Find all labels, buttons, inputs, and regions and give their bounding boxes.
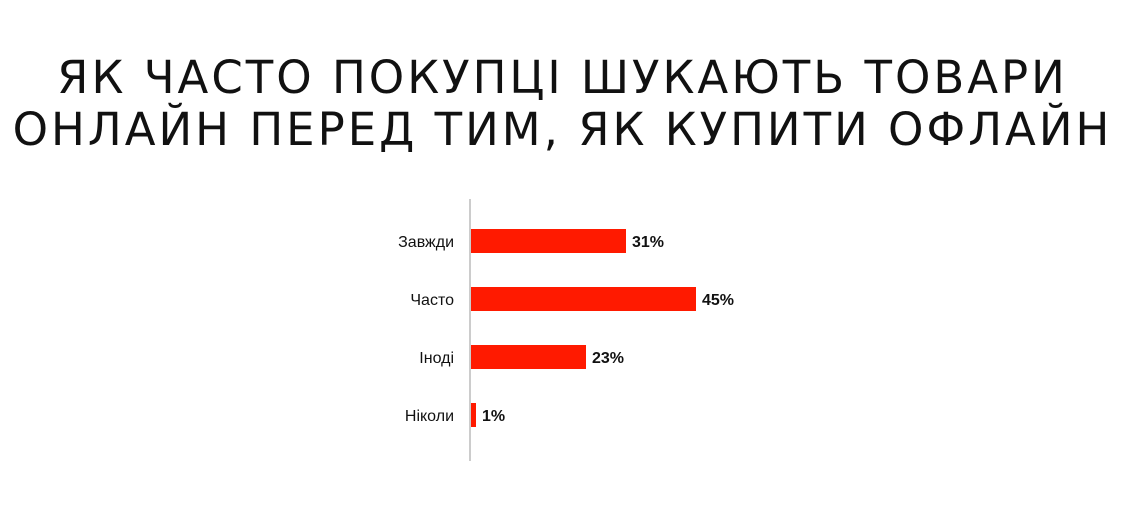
chart-title-line-1: ЯК ЧАСТО ПОКУПЦІ ШУКАЮТЬ ТОВАРИ: [57, 51, 1068, 104]
value-label: 1%: [482, 408, 505, 425]
bar-row: Ніколи 1%: [405, 403, 505, 427]
category-label: Завжди: [398, 234, 454, 251]
bar: [471, 229, 626, 253]
category-label: Іноді: [419, 350, 454, 367]
value-label: 31%: [632, 234, 664, 251]
category-label: Часто: [410, 292, 454, 309]
bar: [471, 403, 476, 427]
bar: [471, 345, 586, 369]
value-label: 23%: [592, 350, 624, 367]
value-label: 45%: [702, 292, 734, 309]
bar-row: Іноді 23%: [419, 345, 624, 369]
bar-row: Завжди 31%: [398, 229, 664, 253]
bar: [471, 287, 696, 311]
chart-title: ЯК ЧАСТО ПОКУПЦІ ШУКАЮТЬ ТОВАРИ ОНЛАЙН П…: [0, 52, 1125, 156]
category-label: Ніколи: [405, 408, 454, 425]
bar-row: Часто 45%: [410, 287, 734, 311]
chart-title-line-2: ОНЛАЙН ПЕРЕД ТИМ, ЯК КУПИТИ ОФЛАЙН: [12, 103, 1113, 156]
bars-group: Завжди 31% Часто 45% Іноді 23% Ніколи 1%: [398, 229, 734, 427]
